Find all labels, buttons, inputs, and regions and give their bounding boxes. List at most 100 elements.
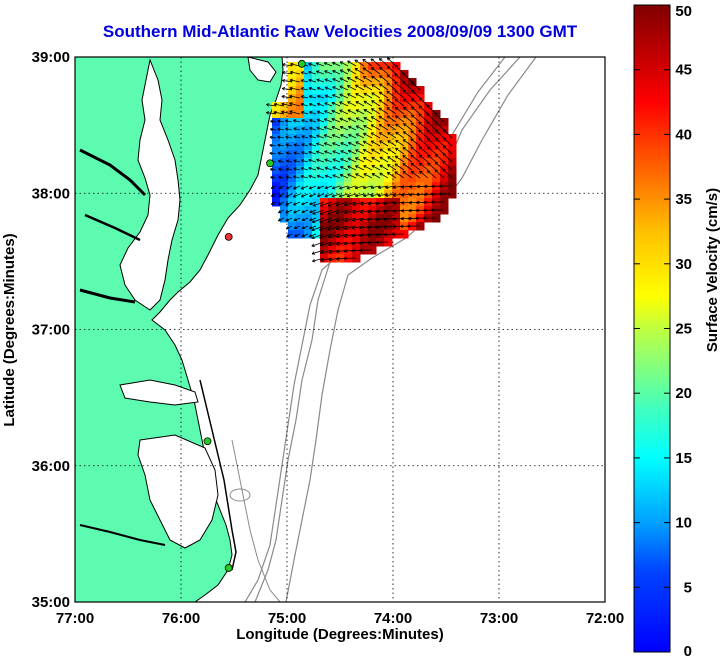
- velocity-arrow: [301, 225, 309, 229]
- velocity-cell: [344, 230, 353, 239]
- velocity-cell: [312, 230, 321, 239]
- velocity-arrow: [371, 67, 381, 75]
- velocity-cell: [320, 118, 329, 127]
- velocity-arrow: [411, 98, 421, 107]
- velocity-arrowhead: [383, 219, 387, 222]
- velocity-cell: [344, 94, 353, 103]
- velocity-arrowhead: [289, 87, 293, 91]
- velocity-arrowhead: [394, 73, 397, 77]
- velocity-cell: [448, 174, 457, 183]
- velocity-arrowhead: [423, 202, 427, 205]
- velocity-arrowhead: [339, 118, 342, 121]
- velocity-arrowhead: [339, 126, 343, 130]
- velocity-arrowhead: [301, 225, 305, 229]
- velocity-arrow: [293, 201, 301, 206]
- velocity-arrowhead: [277, 152, 281, 156]
- velocity-arrow: [312, 201, 325, 207]
- velocity-arrowhead: [285, 135, 289, 137]
- velocity-cell: [328, 134, 337, 143]
- velocity-arrowhead: [281, 86, 286, 89]
- velocity-arrowhead: [316, 158, 320, 160]
- velocity-arrowhead: [308, 79, 312, 83]
- velocity-cell: [432, 174, 441, 183]
- velocity-cell: [376, 222, 385, 231]
- velocity-cell: [424, 110, 433, 119]
- velocity-cell: [368, 174, 377, 183]
- velocity-arrowhead: [442, 145, 445, 149]
- velocity-arrowhead: [319, 243, 323, 246]
- velocity-arrowhead: [402, 89, 407, 92]
- velocity-cell: [384, 134, 393, 143]
- velocity-arrow: [339, 109, 349, 115]
- velocity-arrow: [348, 126, 357, 131]
- velocity-cell: [328, 86, 337, 95]
- velocity-cell: [376, 78, 385, 87]
- velocity-arrowhead: [383, 211, 387, 214]
- velocity-cell: [272, 174, 281, 183]
- velocity-arrowhead: [392, 195, 396, 197]
- velocity-arrowhead: [316, 103, 320, 107]
- velocity-arrowhead: [411, 98, 413, 102]
- velocity-arrowhead: [293, 167, 297, 169]
- velocity-arrow: [317, 185, 325, 189]
- velocity-cell: [360, 166, 369, 175]
- velocity-arrowhead: [392, 224, 396, 228]
- velocity-arrowhead: [301, 143, 305, 145]
- velocity-arrowhead: [402, 131, 405, 135]
- velocity-arrowhead: [308, 103, 312, 107]
- velocity-arrowhead: [355, 125, 359, 129]
- velocity-arrowhead: [359, 227, 363, 230]
- velocity-cell: [336, 174, 345, 183]
- velocity-arrow: [278, 193, 285, 197]
- velocity-arrow: [293, 136, 301, 139]
- velocity-cell: [344, 70, 353, 79]
- velocity-arrowhead: [308, 234, 312, 237]
- velocity-cell: [424, 150, 433, 159]
- velocity-cell: [280, 126, 289, 135]
- velocity-arrowhead: [427, 137, 431, 140]
- velocity-arrowhead: [324, 110, 327, 114]
- velocity-arrowhead: [336, 249, 340, 253]
- velocity-arrowhead: [343, 202, 347, 206]
- velocity-arrowhead: [434, 112, 438, 115]
- x-tick-label: 72:00: [586, 610, 624, 627]
- velocity-arrowhead: [391, 232, 395, 235]
- velocity-arrowhead: [427, 170, 431, 172]
- velocity-arrowhead: [384, 193, 388, 196]
- velocity-arrow: [285, 144, 293, 147]
- velocity-arrowhead: [309, 95, 313, 97]
- velocity-arrow: [418, 113, 429, 123]
- velocity-cell: [352, 198, 361, 207]
- velocity-arrow: [379, 91, 389, 99]
- velocity-arrowhead: [316, 111, 320, 115]
- velocity-arrowhead: [335, 228, 340, 231]
- velocity-arrowhead: [370, 58, 373, 62]
- velocity-arrow: [319, 233, 333, 239]
- velocity-arrow: [378, 115, 389, 123]
- velocity-cell: [296, 78, 305, 87]
- velocity-arrow: [317, 95, 325, 99]
- velocity-arrow: [309, 209, 317, 213]
- velocity-arrow: [339, 69, 349, 75]
- velocity-arrow: [394, 107, 405, 115]
- velocity-cell: [408, 182, 417, 191]
- velocity-arrowhead: [316, 135, 319, 138]
- velocity-cell: [344, 126, 353, 135]
- velocity-arrow: [394, 73, 405, 83]
- velocity-arrowhead: [386, 91, 389, 95]
- velocity-arrowhead: [355, 101, 358, 105]
- velocity-arrowhead: [370, 67, 373, 71]
- velocity-arrowhead: [400, 224, 404, 227]
- velocity-cell: [320, 254, 329, 263]
- velocity-arrowhead: [375, 234, 379, 237]
- velocity-arrow: [363, 132, 373, 139]
- velocity-arrowhead: [418, 113, 421, 117]
- velocity-cell: [360, 142, 369, 151]
- velocity-arrow: [308, 87, 317, 91]
- velocity-arrowhead: [327, 205, 332, 207]
- velocity-arrow: [308, 175, 317, 179]
- velocity-cell: [376, 166, 385, 175]
- velocity-arrowhead: [377, 185, 381, 189]
- velocity-arrowhead: [309, 119, 312, 123]
- velocity-arrow: [347, 157, 357, 163]
